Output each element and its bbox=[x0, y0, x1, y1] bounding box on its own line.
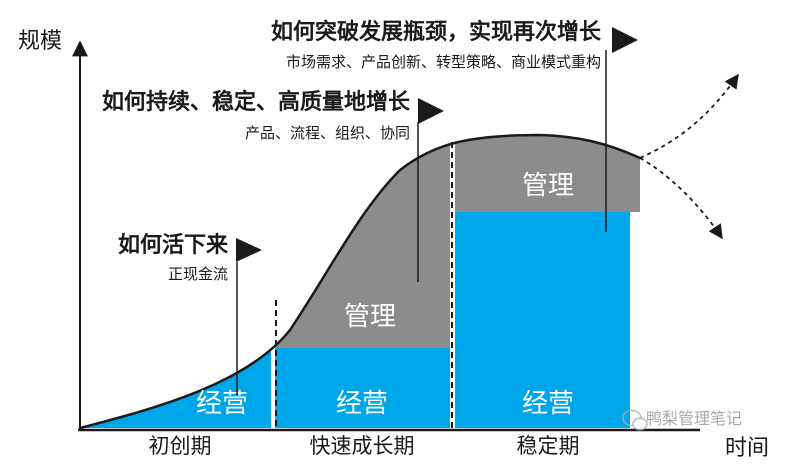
future-up-arrow bbox=[639, 73, 739, 159]
phase-2-operations-area bbox=[275, 348, 450, 428]
annotation-growth: 如何持续、稳定、高质量地增长 产品、流程、组织、协同 bbox=[102, 89, 444, 282]
phase-separator-1-gap bbox=[271, 120, 275, 430]
flag-icon bbox=[418, 98, 444, 124]
growth-curve bbox=[79, 133, 641, 430]
phase-3-management-area bbox=[455, 135, 640, 212]
phase-3-operations-label: 经营 bbox=[522, 389, 574, 419]
phase-3-area bbox=[455, 135, 640, 428]
annotation-survival-subtitle: 正现金流 bbox=[168, 265, 228, 283]
phase-label-startup: 初创期 bbox=[149, 434, 212, 458]
phase-3-management-label: 管理 bbox=[522, 171, 574, 201]
wechat-icon bbox=[622, 409, 648, 431]
phase-3-operations-area bbox=[455, 212, 630, 428]
annotation-growth-title: 如何持续、稳定、高质量地增长 bbox=[102, 89, 411, 115]
annotation-survival: 如何活下来 正现金流 bbox=[118, 232, 262, 395]
phase-1-operations-area bbox=[80, 330, 290, 428]
future-down-arrow bbox=[639, 157, 723, 240]
annotation-breakthrough: 如何突破发展瓶颈，实现再次增长 市场需求、产品创新、转型策略、商业模式重构 bbox=[271, 19, 638, 232]
annotation-growth-subtitle: 产品、流程、组织、协同 bbox=[245, 124, 410, 142]
phase-2-management-label: 管理 bbox=[344, 302, 396, 332]
annotation-breakthrough-title: 如何突破发展瓶颈，实现再次增长 bbox=[271, 19, 602, 45]
x-axis-label: 时间 bbox=[725, 436, 769, 461]
phase-1-operations-label: 经营 bbox=[196, 389, 248, 419]
y-axis-label: 规模 bbox=[18, 29, 62, 54]
watermark: 鸭梨管理笔记 bbox=[622, 409, 742, 431]
annotation-breakthrough-subtitle: 市场需求、产品创新、转型策略、商业模式重构 bbox=[286, 53, 601, 71]
phase-label-rapid-growth: 快速成长期 bbox=[310, 434, 415, 458]
phase-2-operations-label: 经营 bbox=[336, 389, 388, 419]
phase-2-area bbox=[275, 135, 450, 428]
annotation-survival-title: 如何活下来 bbox=[118, 232, 229, 258]
phase-label-stable: 稳定期 bbox=[517, 434, 580, 458]
flag-icon bbox=[612, 27, 638, 53]
flag-icon bbox=[236, 238, 262, 262]
watermark-text: 鸭梨管理笔记 bbox=[646, 409, 742, 428]
